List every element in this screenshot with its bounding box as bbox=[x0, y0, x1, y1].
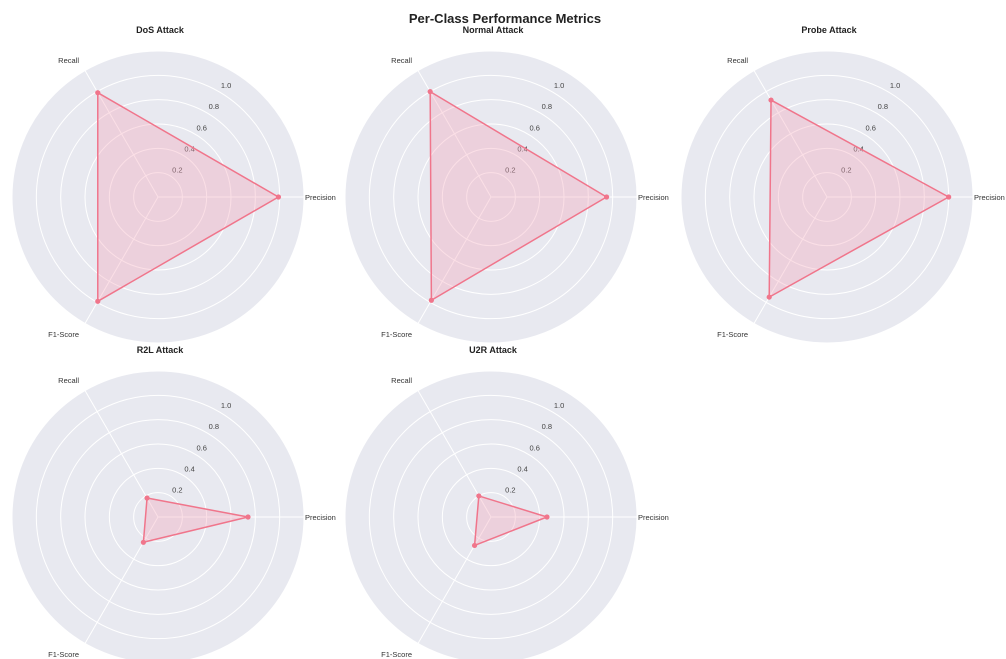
data-point-f1-score bbox=[766, 294, 772, 300]
panel-background bbox=[345, 371, 637, 659]
axis-label-f1-score: F1-Score bbox=[717, 330, 748, 339]
grid-spoke bbox=[417, 516, 492, 644]
radial-tick-label: 0.4 bbox=[853, 144, 863, 153]
axis-label-f1-score: F1-Score bbox=[381, 650, 412, 659]
subplot-title: U2R Attack bbox=[469, 345, 518, 355]
radial-tick-label: 0.4 bbox=[517, 464, 527, 473]
data-point-precision bbox=[245, 514, 251, 520]
radial-tick-label: 0.4 bbox=[184, 464, 194, 473]
data-point-recall bbox=[476, 493, 482, 499]
radial-tick-label: 0.8 bbox=[209, 102, 219, 111]
radial-tick-label: 0.4 bbox=[184, 144, 194, 153]
radial-tick-label: 0.2 bbox=[172, 485, 182, 494]
axis-label-precision: Precision bbox=[638, 193, 669, 202]
axis-label-precision: Precision bbox=[638, 513, 669, 522]
radar-panel-2: 0.2 0.4 0.6 0.8 1.0 Precision Recall F1-Score No… bbox=[344, 25, 669, 344]
data-point-precision bbox=[603, 194, 610, 200]
data-point-precision bbox=[275, 194, 282, 200]
data-point-precision bbox=[946, 194, 952, 200]
data-point-f1-score bbox=[471, 542, 478, 549]
radial-tick-label: 1.0 bbox=[554, 401, 564, 410]
series-area bbox=[768, 99, 950, 298]
data-point-recall bbox=[768, 97, 774, 103]
radial-tick-label: 0.6 bbox=[197, 123, 207, 132]
grid-spoke bbox=[753, 70, 828, 198]
axis-label-f1-score: F1-Score bbox=[381, 330, 412, 339]
series-area bbox=[97, 91, 280, 303]
grid-spoke bbox=[753, 196, 828, 324]
radial-tick-label: 0.8 bbox=[209, 422, 219, 431]
radial-tick-label: 0.6 bbox=[197, 443, 207, 452]
subplot-title: Normal Attack bbox=[463, 25, 525, 35]
figure-title: Per-Class Performance Metrics bbox=[409, 11, 601, 26]
data-point-f1-score bbox=[140, 539, 146, 545]
panel-background bbox=[12, 371, 304, 659]
axis-label-precision: Precision bbox=[974, 193, 1005, 202]
series-area bbox=[473, 495, 548, 547]
radial-tick-label: 0.8 bbox=[542, 422, 552, 431]
axis-label-recall: Recall bbox=[58, 56, 79, 65]
grid-spoke bbox=[84, 516, 159, 644]
data-point-recall bbox=[95, 90, 101, 96]
axis-label-recall: Recall bbox=[391, 56, 412, 65]
axis-label-recall: Recall bbox=[727, 56, 748, 65]
radial-tick-label: 1.0 bbox=[221, 81, 231, 90]
axis-label-precision: Precision bbox=[305, 513, 336, 522]
axis-label-recall: Recall bbox=[391, 376, 412, 385]
data-point-f1-score bbox=[95, 298, 101, 304]
radial-tick-label: 0.6 bbox=[530, 443, 540, 452]
radial-tick-label: 1.0 bbox=[554, 81, 564, 90]
radar-panel-5: 0.2 0.4 0.6 0.8 1.0 Precision Recall F1-Score U2… bbox=[344, 345, 669, 659]
radial-tick-label: 0.2 bbox=[505, 485, 515, 494]
axis-label-f1-score: F1-Score bbox=[48, 330, 79, 339]
data-point-recall bbox=[144, 495, 150, 501]
axis-label-precision: Precision bbox=[305, 193, 336, 202]
axis-label-f1-score: F1-Score bbox=[48, 650, 79, 659]
radial-tick-label: 0.8 bbox=[542, 102, 552, 111]
radial-tick-label: 0.6 bbox=[530, 123, 540, 132]
data-point-f1-score bbox=[428, 297, 434, 303]
radial-tick-label: 0.4 bbox=[517, 144, 527, 153]
radial-tick-label: 0.2 bbox=[841, 165, 851, 174]
radar-panel-1: 0.2 0.4 0.6 0.8 1.0 Precision Recall F1-Score Do… bbox=[11, 25, 336, 344]
subplot-title: Probe Attack bbox=[801, 25, 857, 35]
data-point-precision bbox=[544, 514, 550, 520]
radial-tick-label: 1.0 bbox=[890, 81, 900, 90]
data-point-recall bbox=[427, 89, 433, 95]
radial-tick-label: 0.8 bbox=[878, 102, 888, 111]
axis-label-recall: Recall bbox=[58, 376, 79, 385]
subplot-title: DoS Attack bbox=[136, 25, 185, 35]
radial-tick-label: 0.2 bbox=[505, 165, 515, 174]
radial-tick-label: 0.6 bbox=[866, 123, 876, 132]
subplot-title: R2L Attack bbox=[137, 345, 185, 355]
radial-tick-label: 0.2 bbox=[172, 165, 182, 174]
radar-panel-3: 0.2 0.4 0.6 0.8 1.0 Precision Recall F1-Score Pr… bbox=[680, 25, 1005, 344]
radial-tick-label: 1.0 bbox=[221, 401, 231, 410]
series-area bbox=[142, 497, 249, 544]
series-area bbox=[429, 90, 608, 302]
radar-panel-4: 0.2 0.4 0.6 0.8 1.0 Precision Recall F1-Score R2… bbox=[11, 345, 336, 659]
